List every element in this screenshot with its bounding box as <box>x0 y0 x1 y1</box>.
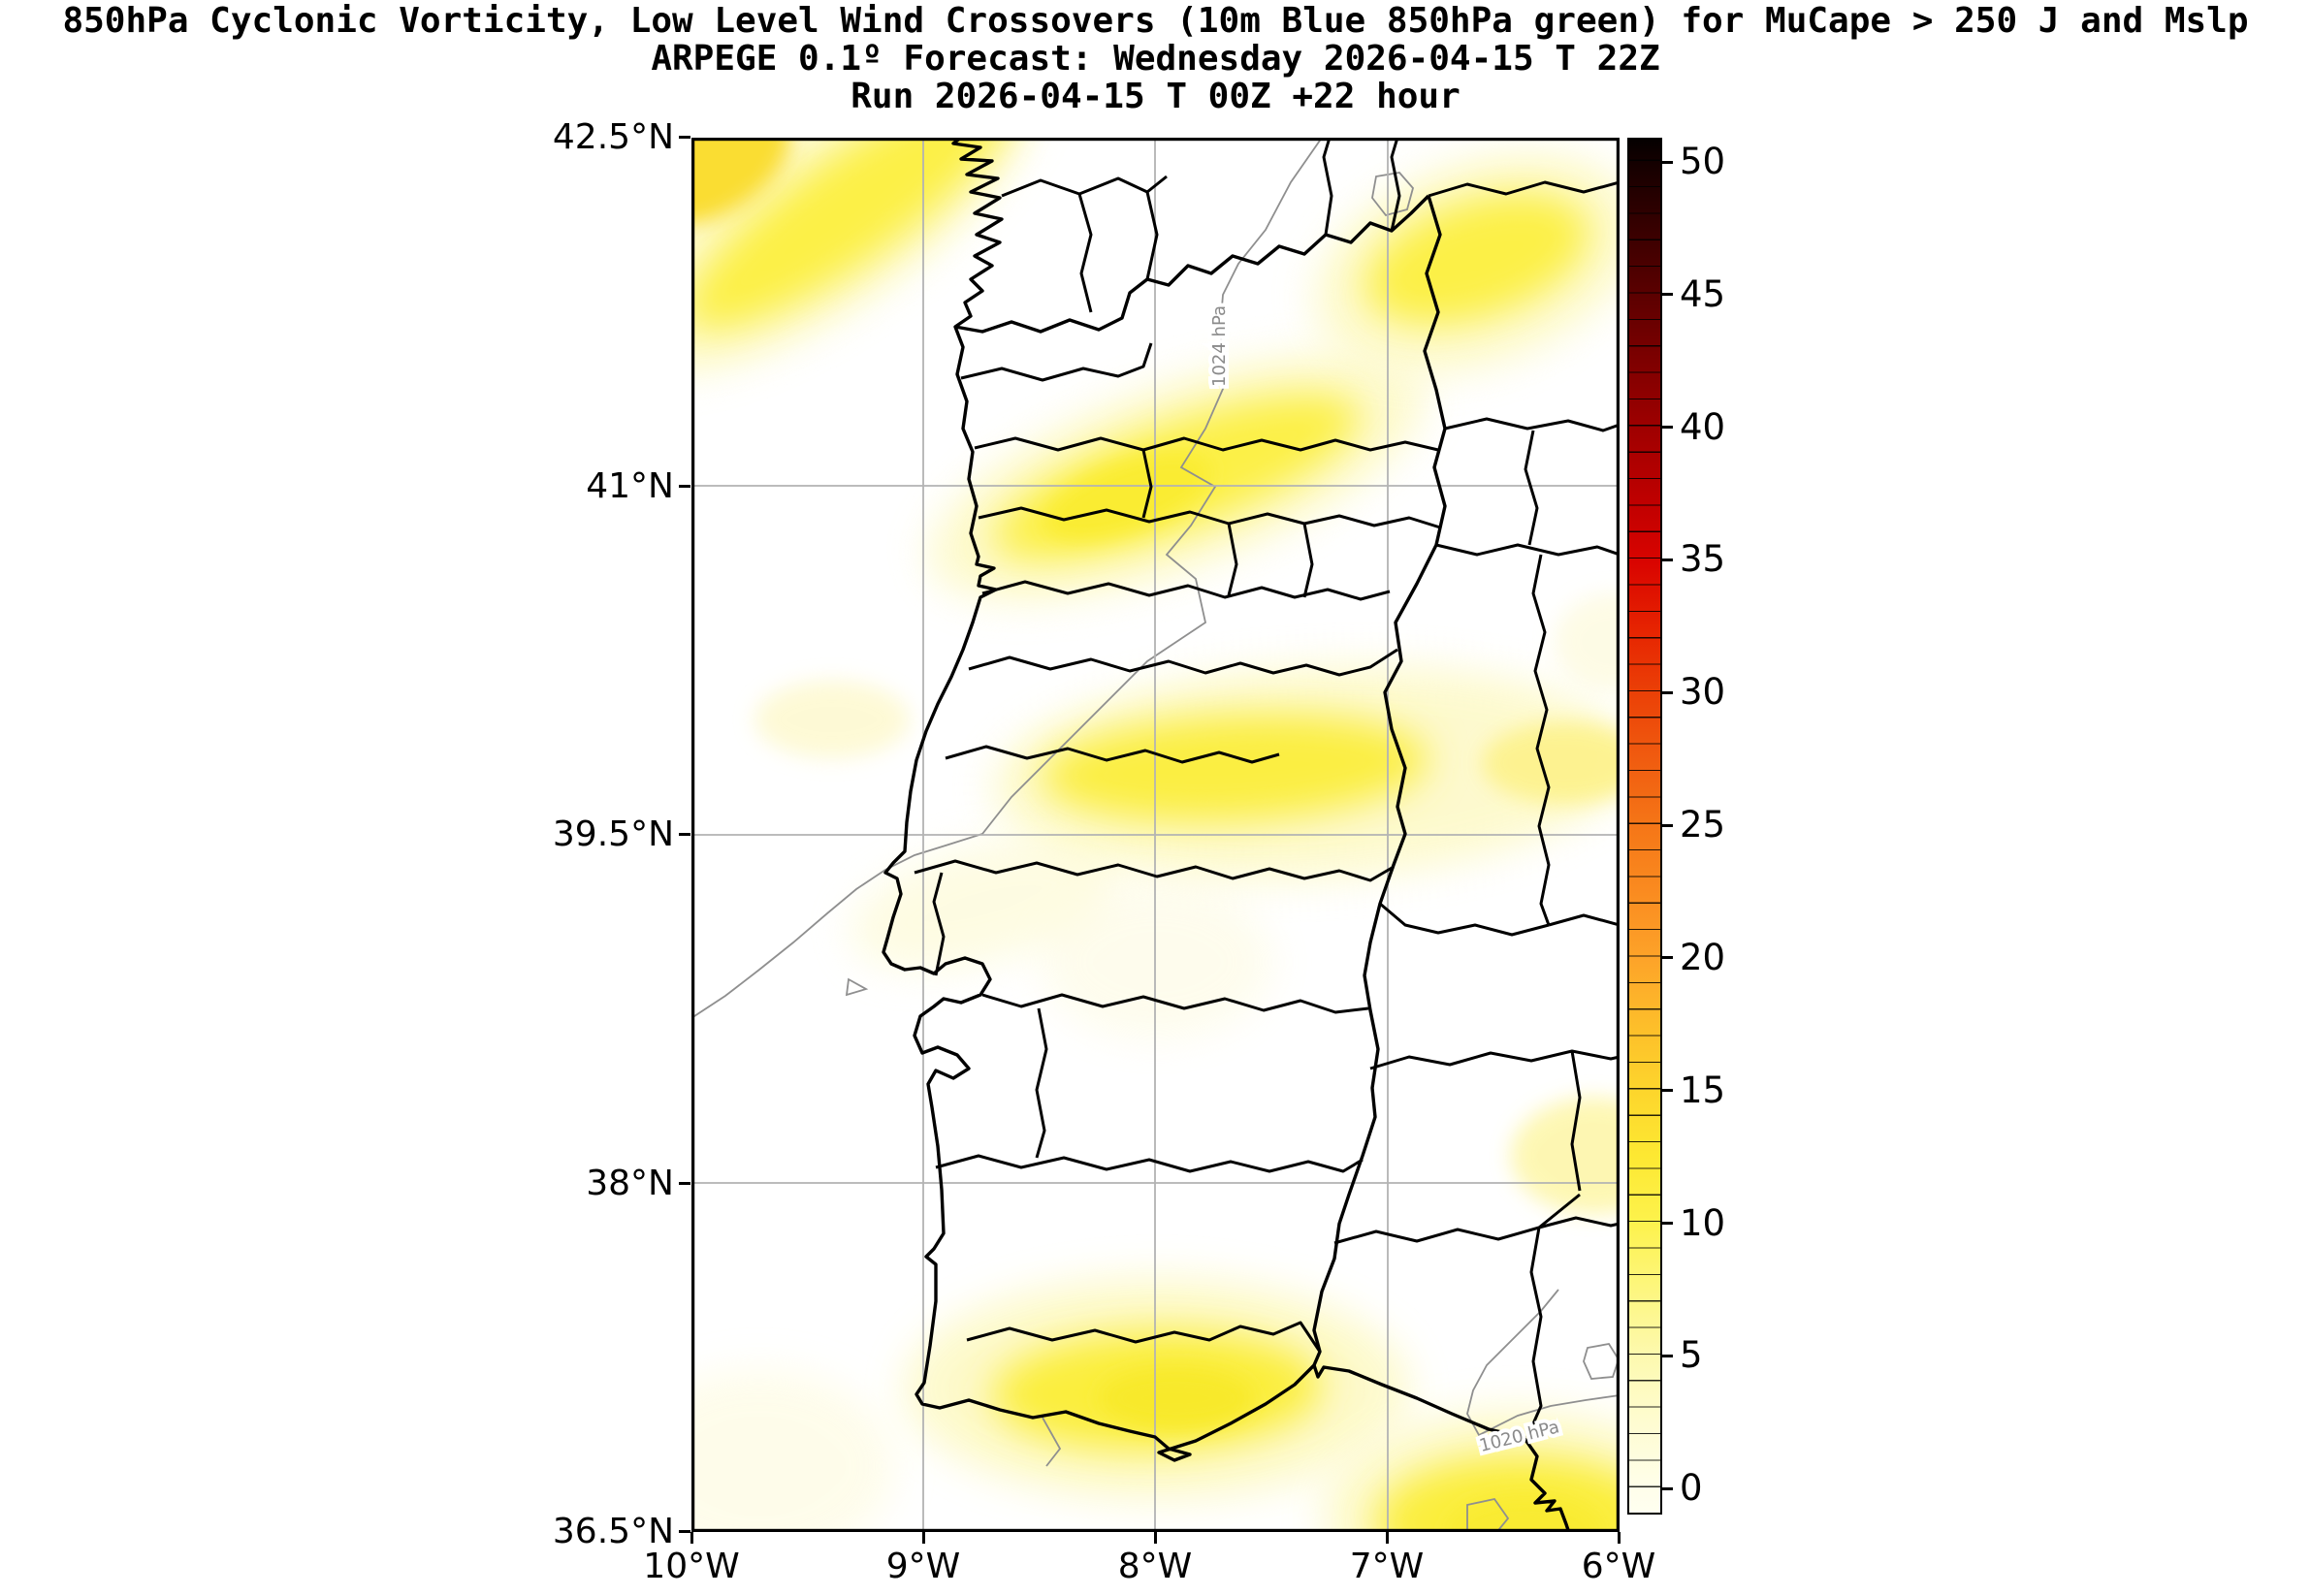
colorbar-tick-label: 35 <box>1680 538 1726 580</box>
y-tick-label: 41°N <box>586 466 674 506</box>
x-tick-label: 9°W <box>885 1547 961 1586</box>
x-tickmark <box>690 1532 693 1544</box>
y-tickmark <box>679 833 690 836</box>
y-tickmark <box>679 136 690 139</box>
mslp-contour-segment-algarve <box>1042 1417 1062 1467</box>
colorbar-tick-label: 20 <box>1680 937 1726 978</box>
x-tick-label: 8°W <box>1117 1547 1193 1586</box>
colorbar-tickmark <box>1662 161 1673 164</box>
x-tickmark <box>1154 1532 1157 1544</box>
map-svg: 1024 hPa 1020 hPa <box>691 138 1620 1532</box>
colorbar-tickmark <box>1662 1355 1673 1357</box>
colorbar-tickmark <box>1662 293 1673 296</box>
colorbar-tickmark <box>1662 824 1673 827</box>
contour-label-1024: 1024 hPa <box>1209 305 1230 387</box>
map-canvas: 1024 hPa 1020 hPa <box>691 138 1620 1532</box>
mslp-contours <box>691 138 1620 1532</box>
portugal-spain-border <box>954 194 1447 1366</box>
district-boundaries <box>914 138 1441 1353</box>
colorbar-gradient <box>1627 138 1662 1515</box>
figure-titles: 850hPa Cyclonic Vorticity, Low Level Win… <box>0 2 2311 115</box>
colorbar-tickmark <box>1662 1487 1673 1490</box>
y-tick-label: 38°N <box>586 1164 674 1203</box>
title-line-3: Run 2026-04-15 T 00Z +22 hour <box>851 77 1460 116</box>
y-tickmark <box>679 485 690 488</box>
colorbar-tickmark <box>1662 1222 1673 1225</box>
colorbar-tickmark <box>1662 691 1673 694</box>
graticule-gridlines <box>691 138 1620 1532</box>
y-tick-label: 42.5°N <box>552 117 674 157</box>
colorbar-tick-label: 50 <box>1680 141 1726 182</box>
x-tickmark <box>1618 1532 1621 1544</box>
mslp-closed-contour-lisbon <box>845 977 869 997</box>
colorbar-tick-label: 25 <box>1680 804 1726 846</box>
colorbar-tick-label: 0 <box>1680 1467 1703 1509</box>
mslp-closed-contour-southeast <box>1583 1343 1620 1380</box>
x-tickmark <box>922 1532 925 1544</box>
y-tickmark <box>679 1530 690 1533</box>
colorbar-tickmark <box>1662 956 1673 959</box>
y-tick-label: 36.5°N <box>552 1512 674 1551</box>
x-tick-label: 7°W <box>1349 1547 1425 1586</box>
x-tickmark <box>1386 1532 1389 1544</box>
colorbar-tickmark <box>1662 426 1673 429</box>
colorbar-tickmark <box>1662 559 1673 561</box>
coastline <box>882 138 1571 1532</box>
x-tick-label: 10°W <box>643 1547 740 1586</box>
colorbar-tick-label: 40 <box>1680 406 1726 448</box>
y-tick-label: 39.5°N <box>552 814 674 854</box>
map-frame <box>691 138 1620 1532</box>
title-line-1: 850hPa Cyclonic Vorticity, Low Level Win… <box>62 1 2249 41</box>
spanish-province-boundaries <box>1333 180 1620 1438</box>
mslp-contour-1020 <box>1466 1289 1620 1437</box>
colorbar-tickmark <box>1662 1089 1673 1092</box>
colorbar-tick-label: 15 <box>1680 1069 1726 1111</box>
mslp-contour-1024 <box>691 138 1323 1019</box>
colorbar-tick-label: 5 <box>1680 1334 1703 1376</box>
mslp-closed-contour-north <box>1371 172 1414 217</box>
x-tick-label: 6°W <box>1581 1547 1656 1586</box>
y-tickmark <box>679 1182 690 1185</box>
vorticity-shading <box>691 138 1620 1532</box>
title-line-2: ARPEGE 0.1º Forecast: Wednesday 2026-04-… <box>651 39 1660 79</box>
colorbar-tick-label: 10 <box>1680 1202 1726 1244</box>
colorbar-tick-label: 30 <box>1680 671 1726 713</box>
colorbar-tick-label: 45 <box>1680 273 1726 315</box>
